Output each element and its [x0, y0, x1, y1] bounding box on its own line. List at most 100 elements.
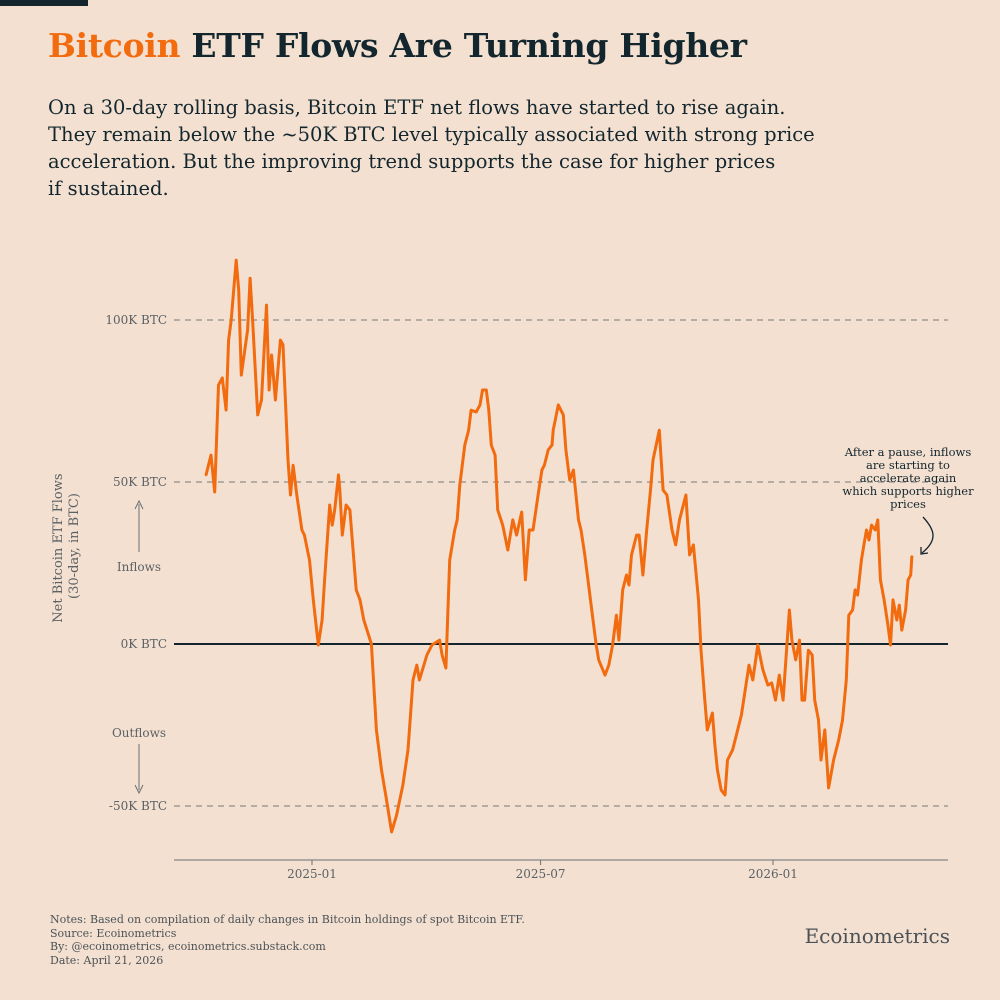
data-point: [543, 464, 546, 466]
data-point: [724, 794, 726, 796]
data-point: [251, 319, 254, 321]
data-point: [321, 619, 323, 621]
data-point: [638, 534, 640, 536]
data-point: [618, 639, 620, 641]
data-point: [909, 574, 912, 576]
data-point: [770, 682, 773, 684]
data-point: [572, 469, 575, 471]
data-point: [331, 524, 334, 526]
annotation-line: are starting to: [866, 458, 950, 472]
series-line: [204, 258, 914, 834]
data-point: [666, 494, 668, 496]
data-point: [580, 529, 582, 531]
data-point: [418, 679, 421, 681]
data-point: [845, 679, 848, 681]
data-point: [385, 799, 388, 801]
data-point: [714, 744, 716, 746]
data-point: [879, 579, 882, 581]
data-point: [532, 529, 534, 531]
data-point: [481, 389, 484, 391]
data-point: [470, 409, 472, 411]
data-point: [235, 259, 238, 261]
data-point: [395, 814, 398, 816]
data-point: [611, 644, 614, 646]
data-point: [512, 519, 514, 521]
data-point: [720, 789, 723, 791]
data-point: [870, 524, 873, 526]
data-point: [608, 664, 610, 666]
data-point: [265, 304, 268, 306]
data-point: [375, 729, 378, 731]
data-point: [301, 529, 303, 531]
data-point: [837, 739, 840, 741]
subtitle-line: acceleration. But the improving trend su…: [48, 150, 776, 173]
data-point: [426, 654, 428, 656]
data-point: [817, 719, 820, 721]
data-point: [485, 389, 488, 391]
data-point: [782, 699, 784, 701]
data-point: [697, 599, 700, 601]
data-point: [692, 544, 695, 546]
data-point: [246, 329, 249, 331]
data-point: [591, 614, 594, 616]
x-tick-label: 2025-01: [287, 867, 337, 881]
data-point: [584, 554, 586, 556]
data-point: [402, 784, 404, 786]
data-point: [798, 639, 801, 641]
brand-logo: Ecoinometrics: [804, 924, 950, 948]
data-point: [541, 469, 543, 471]
annotation-line: prices: [890, 497, 926, 511]
y-tick-label: -50K BTC: [109, 799, 167, 813]
data-point: [551, 444, 553, 446]
data-point: [716, 769, 719, 771]
data-point: [595, 644, 597, 646]
subtitle-line: On a 30-day rolling basis, Bitcoin ETF n…: [48, 96, 786, 119]
data-point: [854, 589, 856, 591]
outflows-label: Outflows: [112, 726, 166, 740]
data-point: [597, 659, 600, 661]
data-point: [282, 344, 284, 346]
data-point: [279, 339, 282, 341]
subtitle-line: if sustained.: [48, 177, 169, 200]
data-point: [841, 719, 844, 721]
data-point: [490, 444, 493, 446]
data-point: [467, 429, 470, 431]
data-point: [359, 599, 361, 601]
data-point: [674, 544, 677, 546]
data-point: [213, 491, 216, 493]
data-point: [438, 639, 441, 641]
data-point: [615, 614, 618, 616]
data-point: [341, 534, 344, 536]
data-point: [860, 559, 863, 561]
data-point: [706, 729, 709, 731]
data-point: [625, 574, 628, 576]
inflows-indicator: Inflows: [117, 499, 161, 574]
data-point: [333, 509, 336, 511]
data-point: [700, 649, 702, 651]
data-point: [757, 644, 759, 646]
data-point: [751, 679, 754, 681]
data-point: [803, 699, 806, 701]
up-arrow-icon: [134, 499, 144, 510]
data-point: [494, 454, 496, 456]
title-highlight: Bitcoin: [48, 26, 181, 65]
data-point: [604, 674, 606, 676]
data-point: [237, 289, 240, 291]
data-point: [649, 489, 652, 491]
inflows-label: Inflows: [117, 560, 161, 574]
data-point: [458, 484, 461, 486]
data-point: [744, 689, 747, 691]
data-point: [662, 489, 664, 491]
data-point: [911, 555, 913, 557]
footer-notes: Notes: Based on compilation of daily cha…: [50, 913, 525, 967]
data-point: [863, 544, 865, 546]
data-point: [587, 584, 590, 586]
data-point: [811, 654, 813, 656]
data-point: [390, 831, 393, 833]
data-point: [851, 609, 854, 611]
data-point: [856, 594, 859, 596]
data-point: [225, 409, 227, 411]
data-point: [813, 699, 816, 701]
data-point: [488, 409, 490, 411]
